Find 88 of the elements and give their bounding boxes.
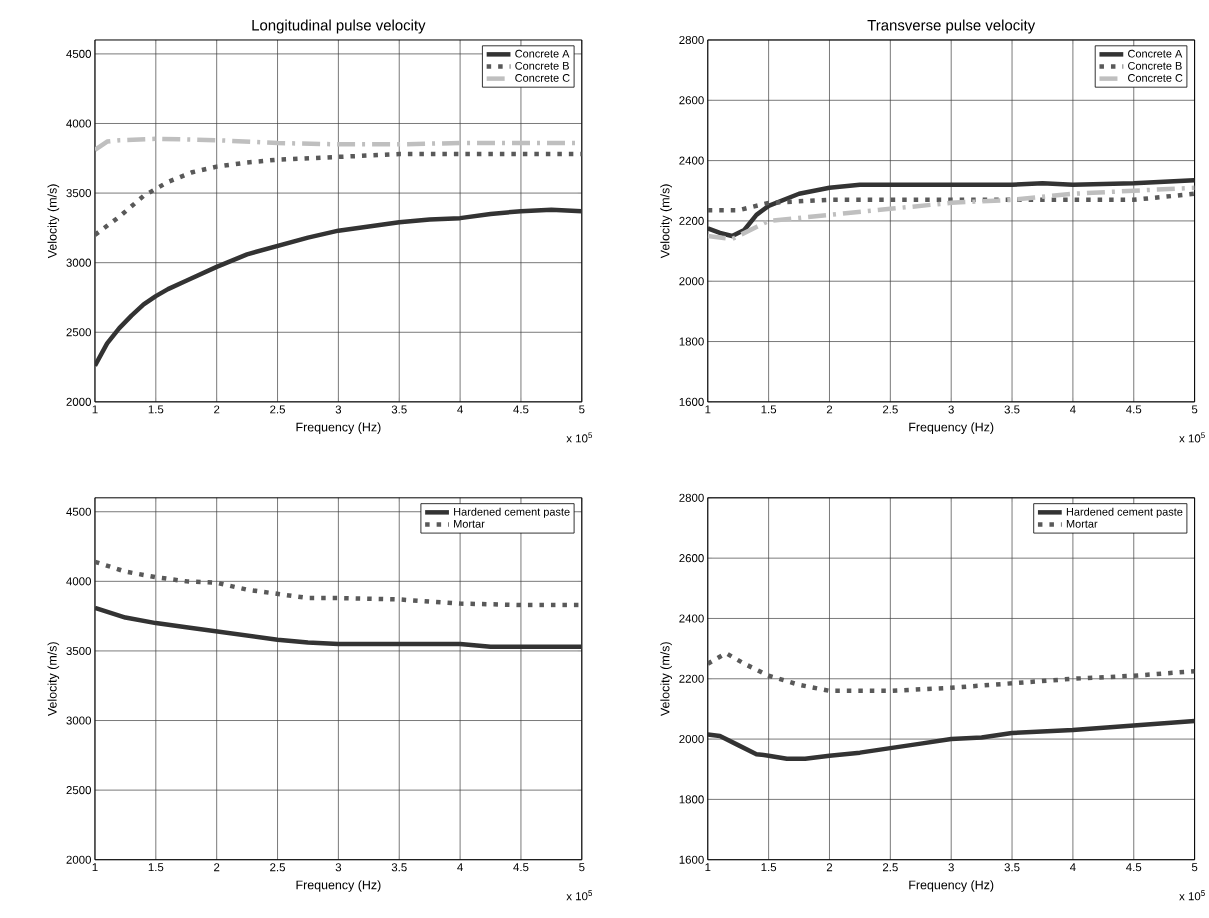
x-tick-label: 4: [1069, 405, 1076, 414]
legend-label: Concrete A: [515, 49, 570, 58]
y-tick-label: 4000: [66, 577, 91, 586]
y-tick-label: 1600: [679, 855, 704, 864]
text: x 10$^{5}$: [566, 890, 593, 901]
x-tick-label: 4: [457, 405, 463, 414]
x-tick-label: 2: [826, 863, 833, 872]
y-tick-label: 4500: [66, 507, 91, 516]
x-tick-label: 5: [579, 863, 585, 872]
x-tick-label: 2.5: [270, 863, 286, 872]
x-tick-label: 1.5: [148, 405, 164, 414]
x-tick-label: 5: [1191, 405, 1198, 414]
y-tick-label: 1800: [679, 337, 704, 346]
y-tick-label: 2000: [679, 277, 704, 286]
y-tick-label: 2400: [679, 156, 704, 165]
y-tick-label: 1800: [679, 795, 704, 804]
x-tick-label: 2.5: [882, 863, 898, 872]
chart-title: Longitudinal pulse velocity: [252, 19, 426, 34]
y-tick-label: 2000: [66, 855, 91, 864]
line-series: [707, 185, 1195, 242]
legend-label: Hardened cement paste: [454, 507, 570, 519]
legend-label: Concrete C: [515, 74, 570, 82]
x-tick-label: 3.5: [1004, 863, 1020, 872]
y-axis-title: Velocity (m/s): [660, 642, 672, 717]
y-tick-label: 2200: [679, 674, 704, 683]
x-tick-label: 1.5: [761, 405, 777, 414]
legend-label: Mortar: [1066, 520, 1098, 528]
x-tick-label: 1.5: [148, 863, 164, 872]
x-axis-title: Frequency (Hz): [296, 880, 381, 892]
y-tick-label: 2000: [66, 397, 91, 407]
x-axis-title: Frequency (Hz): [296, 422, 381, 435]
line-series: [707, 718, 1195, 762]
y-tick-label: 2600: [679, 554, 704, 563]
x-tick-label: 3: [335, 863, 342, 872]
x-tick-label: 4.5: [1126, 405, 1142, 414]
text: x 10$^{5}$: [566, 432, 593, 443]
x-tick-label: 4: [1069, 863, 1076, 872]
x-tick-label: 2.5: [882, 405, 898, 414]
x-tick-label: 1: [705, 863, 711, 872]
y-tick-label: 3000: [66, 716, 91, 725]
x-tick-label: 2: [826, 405, 833, 414]
y-tick-label: 2500: [66, 328, 91, 337]
x-tick-label: 4: [457, 863, 463, 872]
y-tick-label: 2600: [679, 96, 704, 105]
y-axis-title: Velocity (m/s): [47, 642, 60, 717]
y-tick-label: 1600: [679, 397, 704, 407]
y-tick-label: 2500: [66, 786, 91, 795]
x-tick-label: 5: [579, 405, 585, 414]
y-tick-label: 2400: [679, 614, 704, 623]
x-tick-label: 1: [705, 405, 711, 414]
legend-label: Mortar: [454, 520, 485, 528]
x-tick-label: 1: [92, 863, 98, 872]
y-tick-label: 3000: [66, 258, 91, 267]
x-tick-label: 4.5: [1126, 863, 1142, 872]
legend-label: Concrete B: [515, 62, 569, 70]
y-tick-label: 2200: [679, 217, 704, 226]
x-tick-label: 3: [948, 405, 954, 414]
legend-label: Concrete C: [1128, 74, 1183, 82]
chart-title: Transverse pulse velocity: [867, 19, 1036, 34]
x-tick-label: 3.5: [1004, 405, 1020, 414]
y-tick-label: 2000: [679, 735, 704, 744]
x-tick-label: 1.5: [761, 863, 777, 872]
x-tick-label: 3: [948, 863, 954, 872]
legend-label: Concrete A: [1128, 49, 1183, 58]
legend-label: Concrete B: [1128, 62, 1182, 70]
x-tick-label: 3.5: [391, 405, 407, 414]
y-axis-title: Velocity (m/s): [660, 184, 672, 259]
x-tick-label: 5: [1191, 863, 1198, 872]
x-tick-label: 3.5: [391, 863, 407, 872]
x-tick-label: 1: [92, 405, 98, 414]
x-axis-title: Frequency (Hz): [909, 880, 994, 892]
x-tick-label: 4.5: [513, 863, 529, 872]
x-tick-label: 4.5: [513, 405, 529, 414]
y-tick-label: 3500: [66, 189, 91, 198]
legend-label: Hardened cement paste: [1066, 507, 1183, 518]
text: x 10$^{5}$: [1179, 432, 1205, 443]
x-tick-label: 2.5: [270, 405, 286, 414]
text: x 10$^{5}$: [1179, 890, 1205, 901]
y-tick-label: 4500: [66, 50, 91, 59]
x-tick-label: 2: [214, 863, 220, 872]
y-tick-label: 2800: [679, 493, 704, 503]
x-axis-title: Frequency (Hz): [909, 422, 994, 435]
y-tick-label: 3500: [66, 647, 91, 656]
x-tick-label: 3: [335, 405, 342, 414]
y-tick-label: 2800: [679, 36, 704, 45]
x-tick-label: 2: [214, 405, 220, 414]
y-axis-title: Velocity (m/s): [47, 184, 60, 259]
y-tick-label: 4000: [66, 119, 91, 128]
